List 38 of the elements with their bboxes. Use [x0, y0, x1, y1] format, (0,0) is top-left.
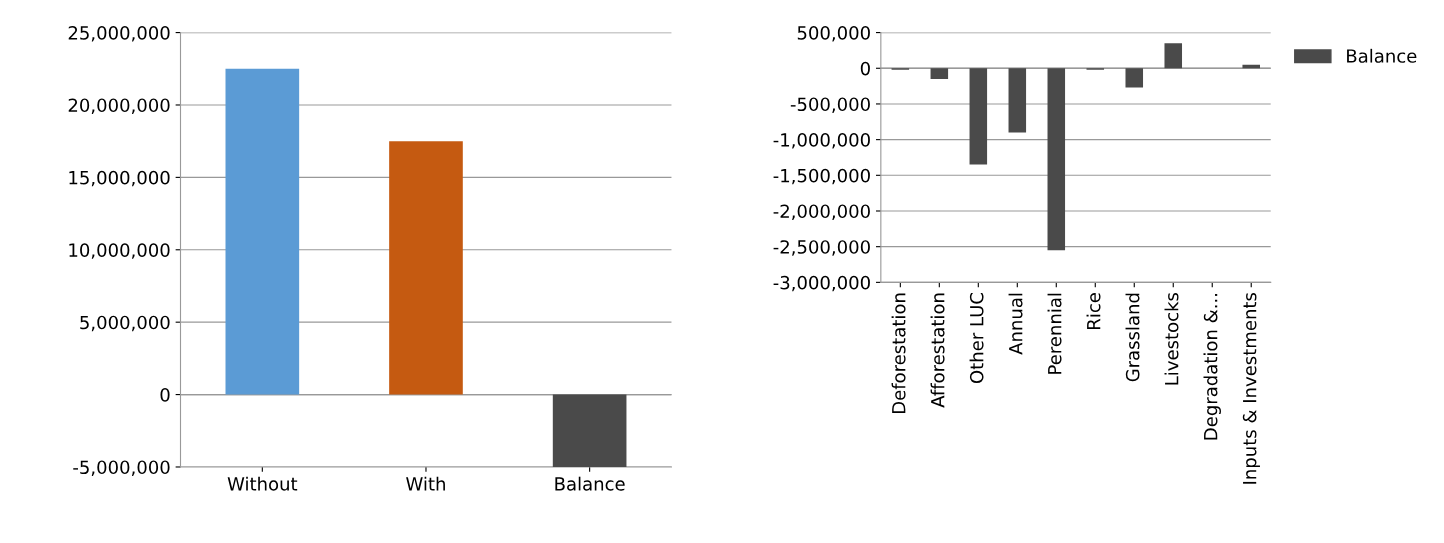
x-tick-label: Rice [1086, 293, 1101, 329]
y-tick-label: -500,000 [790, 97, 870, 113]
x-tick-label: Afforestation [930, 293, 945, 408]
x-tick-label: Inputs & Investments [1242, 292, 1260, 484]
x-tick-label: Without [227, 476, 298, 491]
y-tick-label: 5,000,000 [80, 315, 170, 332]
y-tick-label: 15,000,000 [69, 170, 170, 187]
y-tick-label: 10,000,000 [69, 243, 170, 259]
y-tick-label: 20,000,000 [68, 98, 170, 114]
x-tick-label: Livestocks [1164, 292, 1179, 385]
x-tick-label: Grassland [1125, 293, 1140, 382]
x-tick-label: Annual [1008, 293, 1023, 355]
y-tick-label: -1,000,000 [773, 133, 870, 149]
x-tick-label: With [406, 476, 445, 491]
bar [1047, 68, 1066, 251]
bar [389, 141, 463, 395]
y-tick-label: 25,000,000 [68, 26, 170, 42]
bar [1164, 43, 1183, 69]
y-tick-label: 0 [860, 61, 870, 76]
y-tick-label: 500,000 [797, 26, 870, 42]
bar [969, 68, 988, 165]
bar [930, 68, 949, 79]
bar [1008, 68, 1027, 133]
y-tick-label: -2,500,000 [773, 240, 870, 256]
bar [225, 68, 300, 395]
bar [1125, 68, 1144, 88]
x-tick-label: Perennial [1047, 293, 1062, 374]
y-tick-label: -3,000,000 [773, 275, 870, 292]
bar [552, 394, 627, 467]
y-tick-label: -1,500,000 [773, 168, 870, 185]
legend-label: Balance [1347, 48, 1417, 63]
x-tick-label: Deforestation [891, 293, 906, 413]
x-tick-label: Degradation &... [1203, 294, 1221, 440]
x-tick-label: Balance [555, 476, 625, 491]
y-tick-label: -2,000,000 [773, 204, 870, 220]
y-tick-label: -5,000,000 [73, 460, 170, 476]
y-tick-label: 0 [160, 388, 170, 402]
x-tick-label: Other LUC [969, 293, 984, 384]
